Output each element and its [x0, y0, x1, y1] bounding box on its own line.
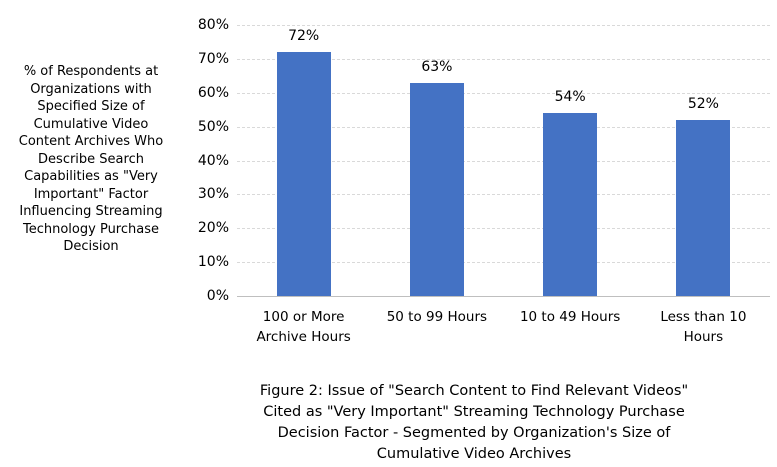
- gridline: [237, 194, 770, 196]
- y-tick-label: 80%: [197, 17, 229, 33]
- y-tick-label: 50%: [197, 118, 229, 135]
- bar: [276, 52, 331, 296]
- bar-slot: 72%: [237, 25, 370, 296]
- gridline: [237, 262, 770, 264]
- x-tick-label: Less than 10 Hours: [660, 309, 747, 345]
- x-tick-label: 50 to 99 Hours: [386, 309, 488, 325]
- plot-area: 0% 10% 20% 30% 40% 50% 60% 70% 80% 72% 100 or More…: [198, 17, 770, 345]
- x-tick-label: 10 to 49 Hours: [519, 309, 621, 325]
- bar-slot: 52%: [637, 25, 770, 296]
- bar-slot: 54%: [504, 25, 637, 296]
- y-tick-label: 40%: [197, 152, 229, 169]
- y-tick-label: 20%: [197, 220, 229, 237]
- bar: [676, 119, 731, 296]
- y-axis-title: % of Respondents at Organizations with S…: [18, 64, 164, 254]
- gridline: [237, 25, 770, 26]
- gridline: [237, 126, 770, 128]
- gridline: [237, 92, 770, 94]
- gridline: [237, 58, 770, 60]
- y-tick-label: 10%: [197, 254, 229, 271]
- bar: [543, 113, 598, 296]
- gridline: [237, 228, 770, 230]
- bar-value-label: 54%: [554, 89, 586, 106]
- x-tick-label: 100 or More Archive Hours: [256, 309, 351, 345]
- y-tick-label: 0%: [206, 288, 229, 304]
- bar-value-label: 72%: [288, 28, 320, 45]
- y-tick-label: 30%: [197, 186, 229, 203]
- figure-caption: Figure 2: Issue of "Search Content to Fi…: [259, 383, 689, 462]
- bar-value-label: 52%: [687, 95, 719, 112]
- bar: [409, 82, 464, 296]
- bar-value-label: 63%: [421, 58, 453, 75]
- y-tick-label: 70%: [197, 50, 229, 67]
- y-tick-label: 60%: [197, 84, 229, 101]
- bar-slot: 63%: [370, 25, 503, 296]
- gridline: [237, 160, 770, 162]
- x-axis-line: [237, 296, 770, 297]
